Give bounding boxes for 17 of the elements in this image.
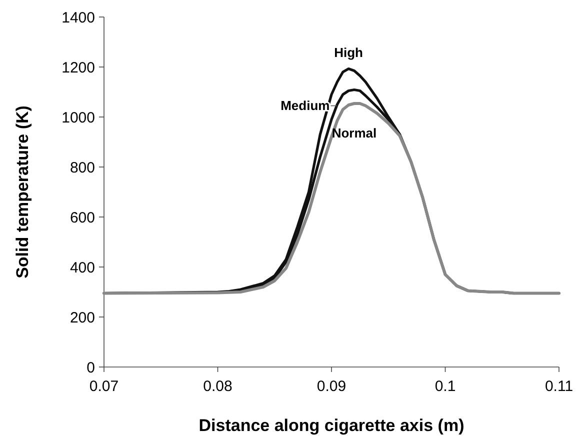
x-tick-label: 0.07 (89, 378, 119, 395)
series-label: Normal (332, 126, 377, 140)
y-axis-title: Solid temperature (K) (13, 106, 32, 278)
y-tick-label: 400 (70, 259, 95, 276)
x-tick-label: 0.08 (203, 378, 232, 395)
y-tick-label: 1000 (62, 109, 95, 126)
y-tick-label: 600 (70, 209, 95, 226)
x-tick-label: 0.11 (544, 378, 574, 395)
y-tick-label: 1200 (62, 59, 95, 76)
y-tick-label: 200 (70, 309, 95, 326)
y-tick-label: 800 (70, 159, 95, 176)
x-tick-label: 0.1 (434, 378, 456, 395)
x-tick-label: 0.09 (316, 378, 346, 395)
y-tick-label: 0 (86, 359, 95, 376)
x-axis-title: Distance along cigarette axis (m) (198, 416, 464, 435)
y-tick-label: 1400 (62, 9, 95, 26)
series-label: High (334, 44, 364, 60)
